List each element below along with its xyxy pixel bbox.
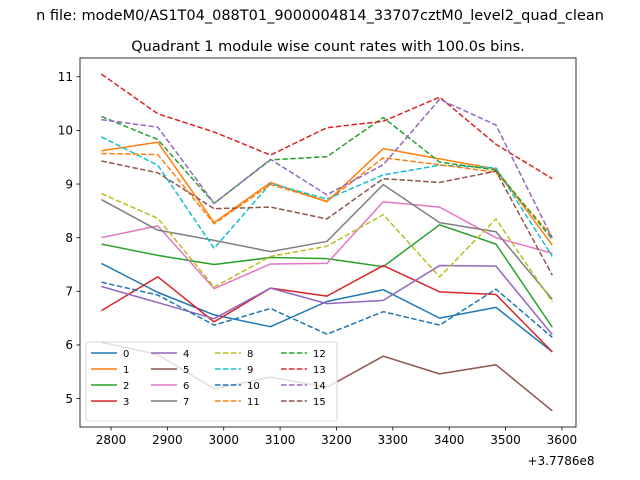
legend-label-4: 4 xyxy=(183,349,189,360)
series-line-9 xyxy=(101,136,553,257)
legend-label-9: 9 xyxy=(247,365,253,376)
figure-suptitle: n file: modeM0/AS1T04_088T01_9000004814_… xyxy=(36,8,604,24)
series-layer xyxy=(100,73,554,412)
y-tick-label: 5 xyxy=(65,392,73,406)
series-line-6 xyxy=(101,200,553,290)
series-line-10 xyxy=(101,281,553,338)
legend-label-6: 6 xyxy=(183,381,189,392)
x-axis: 2800 2900 3000 3100 3200 3300 3400 3500 3600 xyxy=(96,427,577,447)
y-tick-label: 11 xyxy=(58,70,73,84)
series-line-3 xyxy=(101,264,553,353)
legend-label-12: 12 xyxy=(313,349,326,360)
legend-box xyxy=(85,341,338,422)
series-line-0 xyxy=(101,262,553,353)
x-axis-offset-label: +3.7786e8 xyxy=(527,454,594,468)
legend-label-8: 8 xyxy=(247,349,253,360)
y-tick-label: 8 xyxy=(65,231,73,245)
legend-label-13: 13 xyxy=(313,365,326,376)
y-tick-label: 6 xyxy=(65,338,73,352)
y-axis: 5 6 7 8 9 10 11 xyxy=(58,70,80,406)
x-tick-label: 3300 xyxy=(378,433,409,447)
y-tick-label: 9 xyxy=(65,177,73,191)
series-line-15 xyxy=(101,160,553,276)
series-line-14 xyxy=(101,98,554,239)
y-tick-label: 7 xyxy=(65,285,73,299)
series-line-12 xyxy=(101,115,553,240)
legend-label-0: 0 xyxy=(123,349,129,360)
y-tick-label: 10 xyxy=(58,124,73,138)
plot-area xyxy=(79,57,577,428)
legend-label-10: 10 xyxy=(247,381,260,392)
x-tick-label: 3400 xyxy=(434,433,465,447)
series-line-4 xyxy=(101,264,553,336)
series-line-8 xyxy=(101,193,553,303)
series-line-13 xyxy=(100,73,553,180)
legend-label-5: 5 xyxy=(183,365,189,376)
x-tick-label: 3600 xyxy=(547,433,578,447)
x-tick-label: 3200 xyxy=(321,433,352,447)
legend-label-7: 7 xyxy=(183,397,189,408)
legend-label-3: 3 xyxy=(123,397,129,408)
legend-label-1: 1 xyxy=(123,365,129,376)
legend-label-15: 15 xyxy=(313,397,326,408)
chart-title: Quadrant 1 module wise count rates with … xyxy=(131,39,525,55)
x-tick-label: 3000 xyxy=(208,433,239,447)
legend-label-14: 14 xyxy=(313,381,326,392)
axes-frame xyxy=(79,57,577,428)
x-tick-label: 2900 xyxy=(152,433,183,447)
legend-label-11: 11 xyxy=(247,397,260,408)
x-tick-label: 3100 xyxy=(265,433,296,447)
x-tick-label: 2800 xyxy=(96,433,127,447)
x-tick-label: 3500 xyxy=(490,433,521,447)
series-line-11 xyxy=(101,152,553,238)
legend-label-2: 2 xyxy=(123,381,129,392)
series-line-7 xyxy=(101,183,553,300)
